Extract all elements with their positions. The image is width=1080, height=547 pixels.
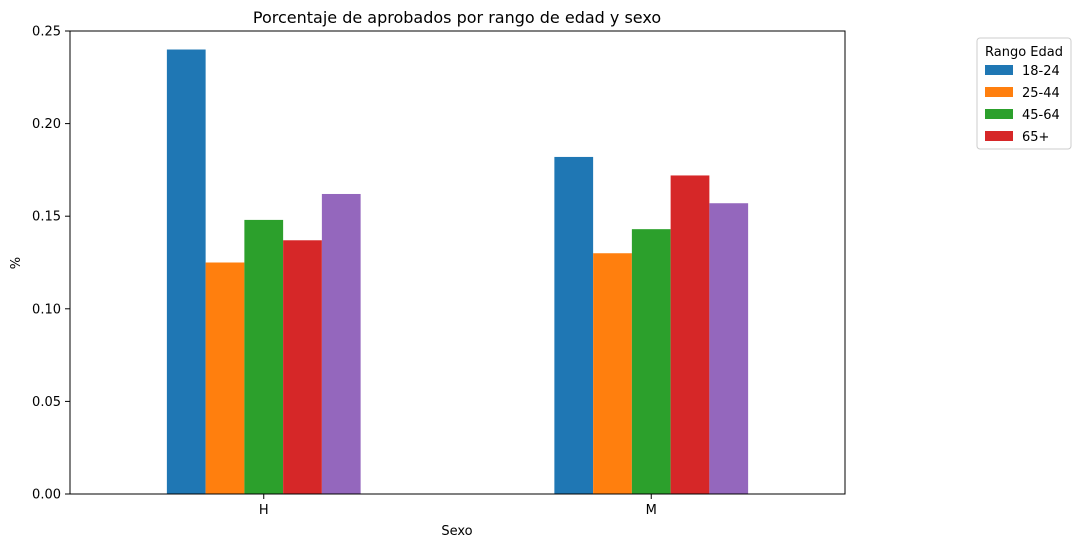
y-tick-label: 0.15: [32, 210, 61, 225]
bar: [593, 253, 632, 494]
legend-swatch: [985, 87, 1013, 97]
x-tick-label: M: [646, 503, 657, 518]
bar: [321, 193, 361, 494]
legend-label: 25-44: [1022, 86, 1060, 101]
legend-items: 18-24 25-44 45-64 65+: [985, 64, 1060, 145]
y-tick-label: 0.10: [32, 302, 61, 317]
bar: [283, 240, 322, 494]
legend-swatch: [985, 131, 1013, 141]
x-axis-label: Sexo: [441, 524, 472, 539]
y-tick-label: 0.20: [32, 117, 61, 132]
y-tick-label: 0.25: [32, 25, 61, 40]
chart-title: Porcentaje de aprobados por rango de eda…: [253, 8, 661, 27]
bar: [709, 203, 749, 494]
legend: Rango Edad 18-24 25-44 45-64 65+: [976, 37, 1072, 150]
bars-group: [166, 49, 749, 495]
y-axis: 0.00 0.05 0.10 0.15 0.20 0.25: [32, 25, 70, 503]
bar: [554, 156, 594, 494]
bar: [244, 219, 284, 495]
y-tick-label: 0.05: [32, 395, 61, 410]
y-axis-label: %: [9, 257, 24, 269]
legend-swatch: [985, 109, 1013, 119]
plot-frame: [69, 30, 846, 495]
bar: [631, 229, 671, 494]
legend-title: Rango Edad: [985, 45, 1063, 60]
legend-label: 45-64: [1022, 108, 1060, 123]
x-tick-label: H: [259, 503, 269, 518]
legend-label: 65+: [1022, 130, 1049, 145]
bar: [205, 262, 245, 494]
bar: [166, 49, 206, 495]
y-tick-label: 0.00: [32, 488, 61, 503]
legend-swatch: [985, 65, 1013, 75]
legend-label: 18-24: [1022, 64, 1060, 79]
bar: [670, 175, 710, 494]
